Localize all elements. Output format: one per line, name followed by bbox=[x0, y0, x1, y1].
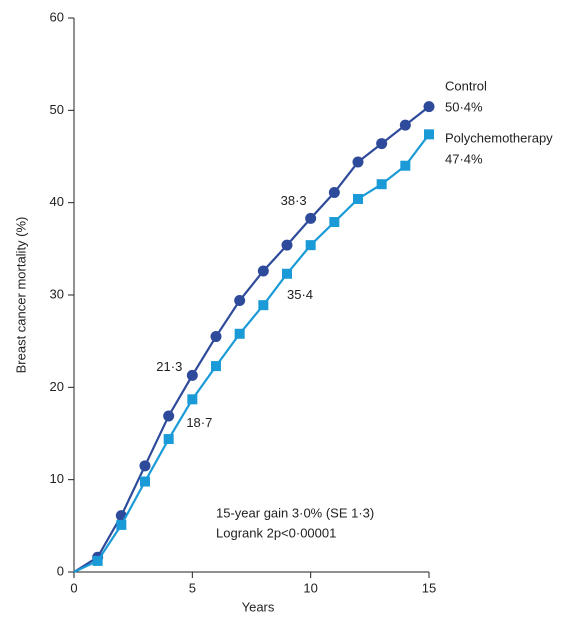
data-label: 35·4 bbox=[287, 287, 313, 302]
marker bbox=[399, 119, 411, 131]
x-axis-label: Years bbox=[242, 599, 275, 614]
y-tick-label: 50 bbox=[50, 102, 64, 117]
marker bbox=[376, 138, 388, 150]
y-axis-label: Breast cancer mortality (%) bbox=[13, 217, 28, 374]
marker bbox=[234, 295, 246, 307]
y-tick-label: 40 bbox=[50, 194, 64, 209]
data-label: 21·3 bbox=[156, 359, 182, 374]
marker bbox=[400, 160, 411, 171]
marker bbox=[187, 394, 198, 405]
x-tick-label: 5 bbox=[189, 580, 196, 595]
legend-label: Polychemotherapy bbox=[445, 130, 553, 145]
annotation: Logrank 2p<0·00001 bbox=[216, 525, 336, 540]
marker bbox=[352, 156, 364, 168]
marker bbox=[163, 410, 175, 422]
marker bbox=[186, 369, 198, 381]
series-line bbox=[73, 105, 430, 573]
legend-label: Control bbox=[445, 78, 487, 93]
series-line bbox=[73, 133, 430, 573]
marker bbox=[234, 328, 245, 339]
marker bbox=[305, 212, 317, 224]
data-label: 18·7 bbox=[186, 415, 212, 430]
marker bbox=[211, 361, 221, 372]
marker bbox=[423, 101, 435, 113]
data-label: 47·4% bbox=[445, 151, 483, 166]
marker bbox=[92, 555, 103, 566]
data-label: 50·4% bbox=[445, 99, 483, 114]
marker bbox=[210, 331, 222, 343]
marker bbox=[116, 519, 127, 530]
x-tick-label: 10 bbox=[303, 580, 317, 595]
marker bbox=[258, 300, 269, 311]
x-tick-label: 0 bbox=[70, 580, 77, 595]
y-tick-label: 60 bbox=[50, 9, 64, 24]
marker bbox=[328, 187, 340, 199]
y-tick-label: 20 bbox=[50, 379, 64, 394]
marker bbox=[424, 129, 434, 140]
marker bbox=[305, 240, 316, 251]
marker bbox=[329, 217, 340, 228]
marker bbox=[281, 239, 293, 251]
data-label: 38·3 bbox=[281, 193, 307, 208]
marker bbox=[139, 460, 151, 472]
marker bbox=[282, 268, 292, 279]
y-tick-label: 0 bbox=[57, 563, 64, 578]
marker bbox=[376, 179, 387, 190]
annotation: 15-year gain 3·0% (SE 1·3) bbox=[216, 505, 374, 520]
marker bbox=[163, 434, 174, 445]
marker bbox=[257, 265, 269, 277]
marker bbox=[353, 193, 363, 204]
y-tick-label: 10 bbox=[50, 471, 64, 486]
x-tick-label: 15 bbox=[422, 580, 436, 595]
marker bbox=[140, 476, 150, 487]
y-tick-label: 30 bbox=[50, 286, 64, 301]
